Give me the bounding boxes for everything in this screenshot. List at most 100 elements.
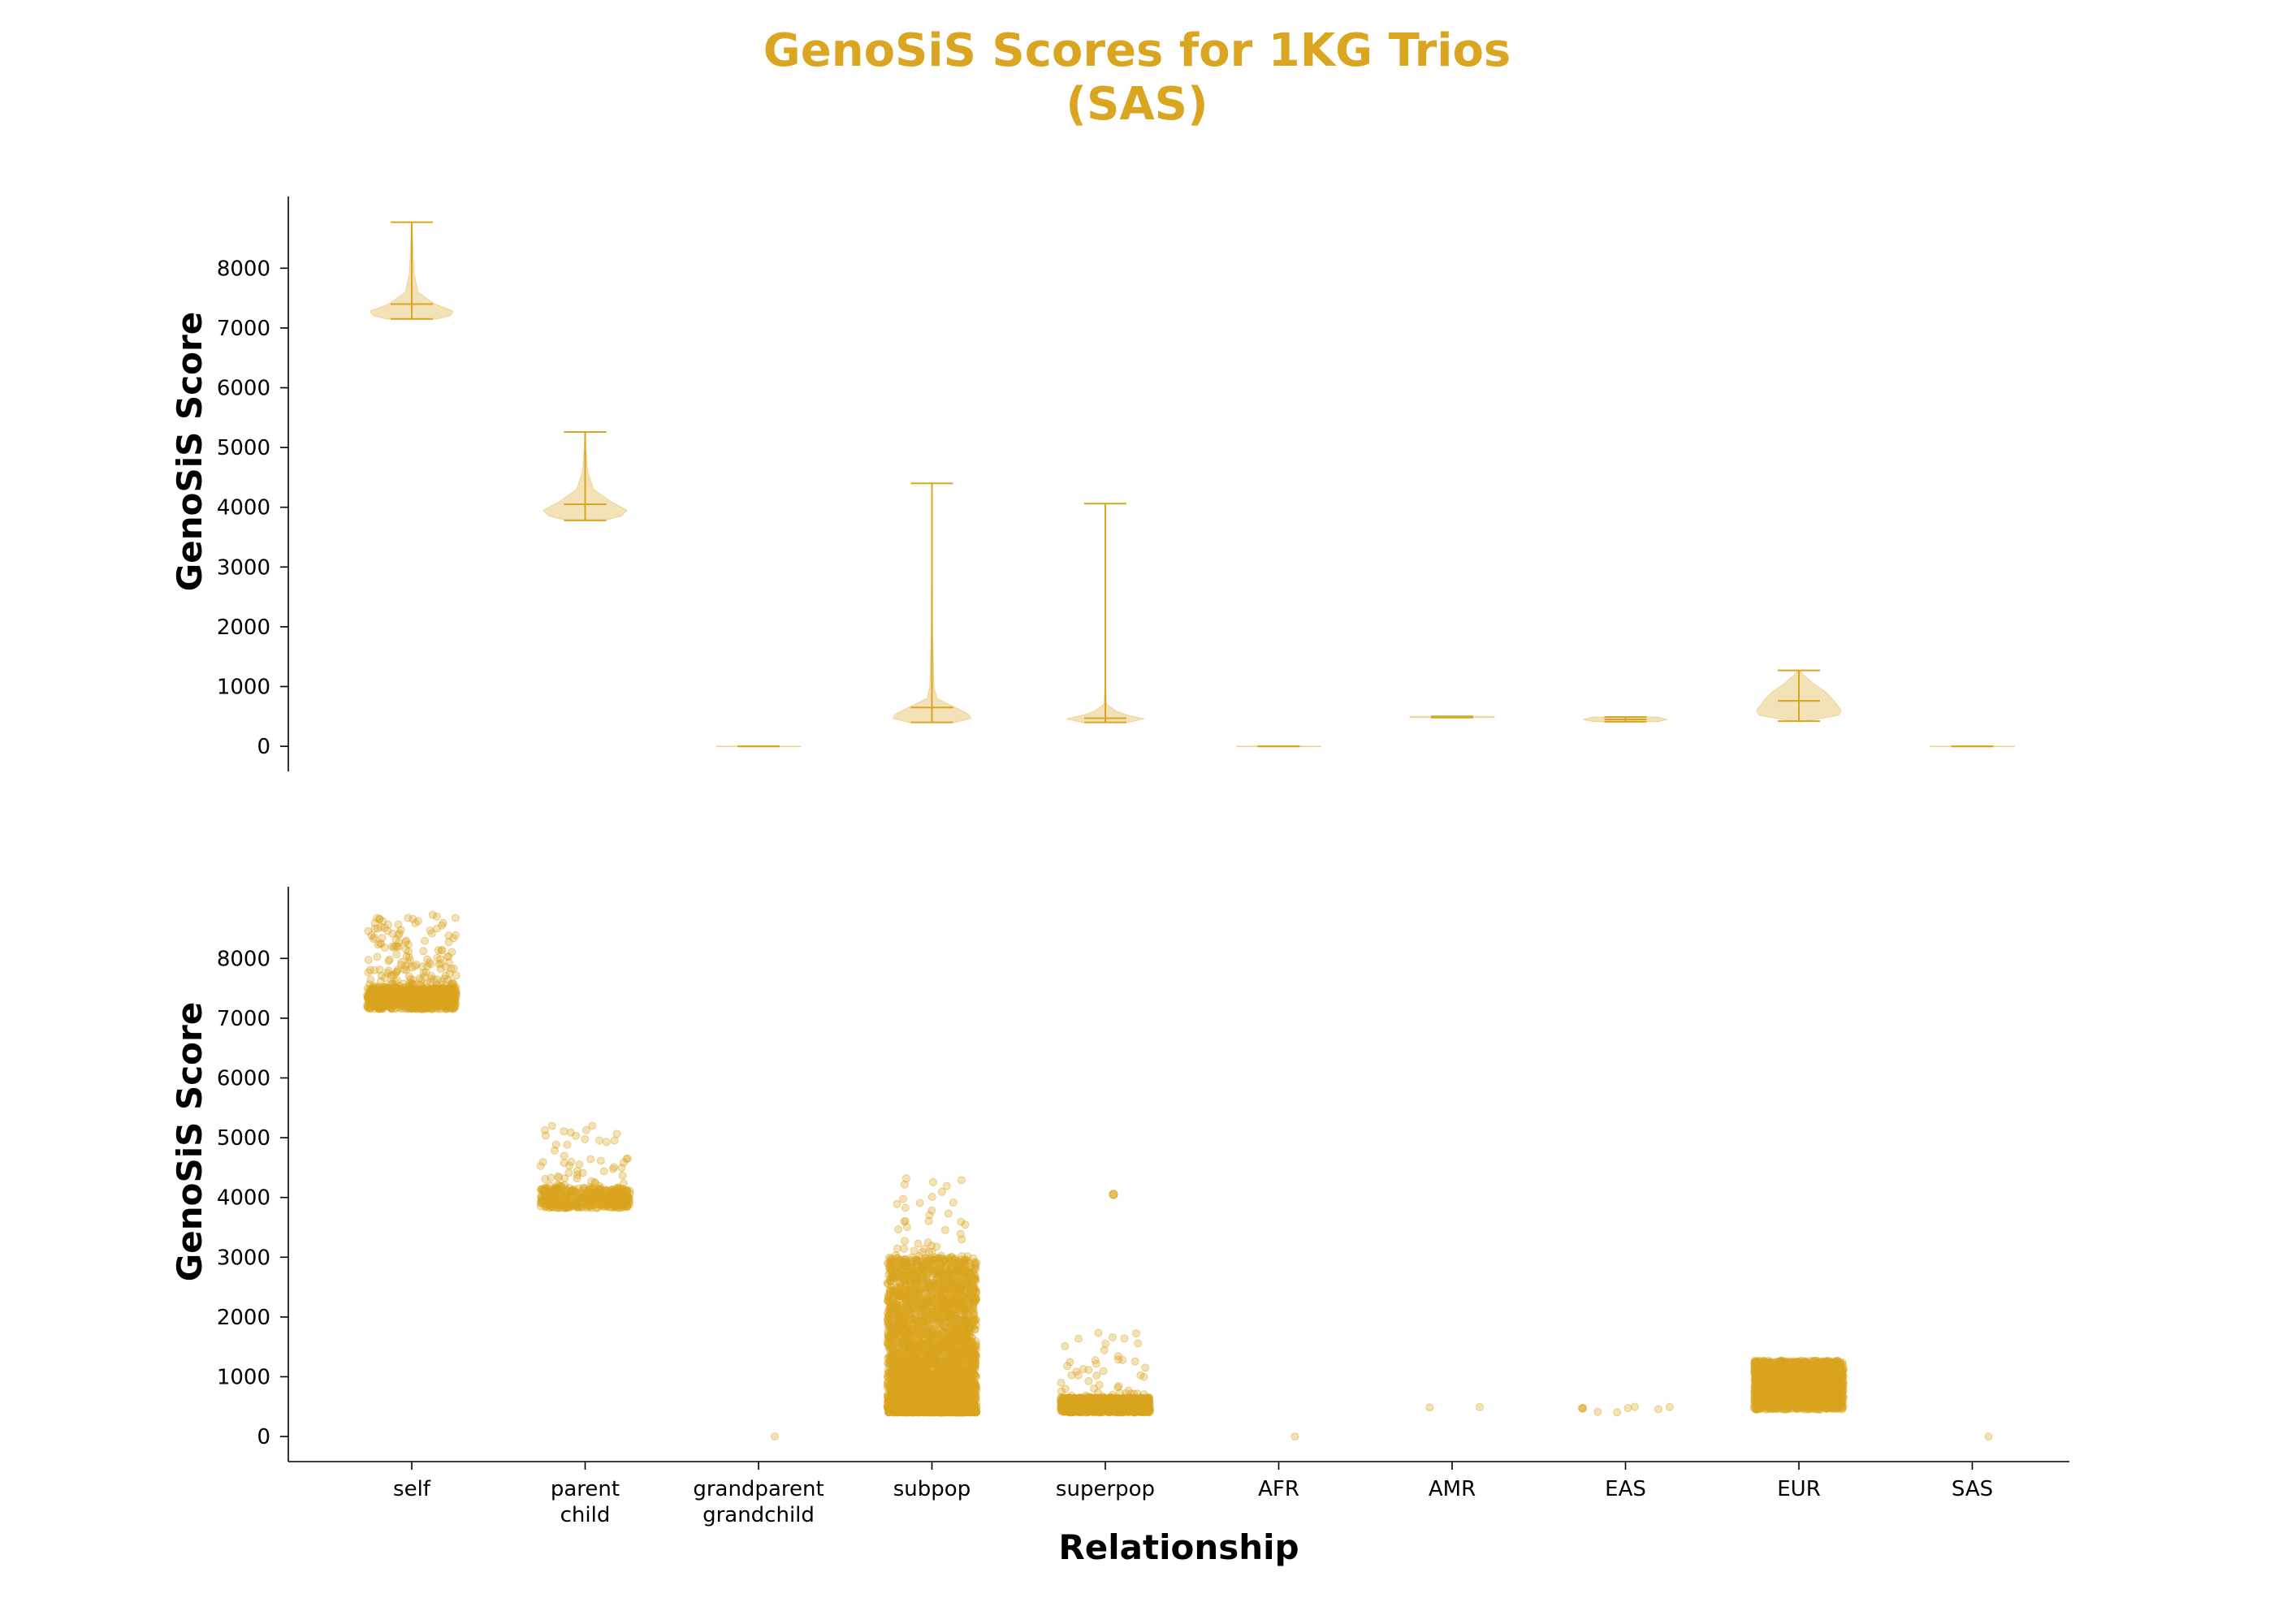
scatter-point — [929, 1297, 938, 1306]
scatter-point — [399, 992, 408, 1000]
scatter-point — [447, 948, 456, 957]
scatter-point — [433, 1000, 442, 1009]
scatter-point — [924, 1336, 933, 1345]
scatter-point — [432, 1000, 441, 1009]
scatter-point — [444, 988, 453, 997]
scatter-point — [407, 984, 416, 993]
scatter-point — [379, 995, 388, 1004]
x-tick-label: EAS — [1605, 1477, 1646, 1501]
scatter-point — [962, 1333, 971, 1342]
scatter-point — [419, 996, 428, 1004]
scatter-point — [595, 1136, 603, 1145]
x-tick-label: child — [560, 1503, 611, 1527]
scatter-point — [422, 991, 431, 1000]
scatter-point — [448, 1004, 457, 1013]
scatter-point — [545, 1181, 554, 1190]
y-axis-label: GenoSiS Score — [170, 312, 210, 591]
scatter-point — [890, 1394, 899, 1403]
scatter-point — [389, 944, 398, 952]
scatter-point — [397, 957, 406, 966]
scatter-point — [418, 962, 427, 971]
scatter-point — [402, 996, 411, 1004]
scatter-point — [541, 1131, 550, 1140]
scatter-point — [444, 938, 453, 947]
scatter-point — [903, 1294, 912, 1302]
scatter-point — [957, 1285, 966, 1294]
scatter-point — [422, 989, 431, 998]
scatter-point — [586, 1155, 595, 1164]
scatter-point — [444, 1003, 453, 1012]
scatter-point — [449, 992, 458, 1001]
x-tick-label: grandparent — [693, 1477, 824, 1501]
scatter-point — [933, 1274, 942, 1283]
scatter-point — [434, 960, 443, 969]
scatter-point — [922, 1352, 931, 1361]
scatter-point — [422, 1000, 430, 1009]
scatter-point — [971, 1358, 980, 1367]
scatter-point — [450, 1001, 459, 1010]
scatter-point — [428, 986, 437, 995]
scatter-point — [623, 1154, 632, 1163]
scatter-point — [564, 1168, 573, 1177]
y-tick-label: 4000 — [217, 496, 270, 520]
scatter-point — [373, 996, 382, 1004]
scatter-point — [434, 1000, 443, 1009]
scatter-point — [894, 1291, 903, 1300]
scatter-point — [413, 991, 422, 1000]
scatter-point — [422, 1004, 430, 1013]
scatter-point — [426, 995, 434, 1004]
scatter-point — [383, 983, 391, 992]
scatter-point — [949, 1365, 958, 1374]
scatter-point — [449, 1000, 458, 1009]
scatter-point — [447, 965, 456, 974]
scatter-point — [436, 996, 445, 1005]
scatter-point — [404, 947, 413, 956]
y-tick-label: 3000 — [217, 555, 270, 580]
scatter-point — [581, 1194, 590, 1203]
scatter-point — [450, 992, 459, 1001]
scatter-point — [398, 996, 407, 1004]
scatter-point — [390, 970, 399, 979]
y-tick-label: 1000 — [217, 1365, 270, 1389]
scatter-point — [380, 983, 389, 991]
scatter-point — [560, 1127, 568, 1136]
scatter-point — [425, 993, 434, 1002]
strip-group — [536, 1121, 634, 1212]
scatter-point — [376, 987, 385, 996]
scatter-point — [430, 995, 439, 1004]
scatter-point — [885, 1289, 894, 1298]
scatter-point — [449, 994, 458, 1002]
scatter-point — [378, 1000, 387, 1009]
scatter-point — [391, 995, 400, 1004]
scatter-point — [958, 1397, 966, 1405]
y-tick-label: 2000 — [217, 1306, 270, 1330]
scatter-point — [387, 1004, 396, 1013]
scatter-point — [370, 992, 378, 1001]
scatter-point — [962, 1378, 971, 1387]
scatter-point — [369, 1000, 378, 1009]
scatter-point — [430, 986, 439, 994]
scatter-point — [443, 952, 452, 961]
scatter-point — [617, 1164, 626, 1173]
scatter-point — [384, 997, 393, 1006]
scatter-point — [409, 996, 417, 1004]
scatter-point — [364, 968, 373, 977]
scatter-point — [402, 952, 411, 961]
scatter-point — [445, 1003, 454, 1011]
scatter-point — [894, 1225, 903, 1233]
scatter-point — [378, 997, 387, 1006]
scatter-point — [400, 988, 409, 997]
scatter-point — [407, 995, 416, 1004]
scatter-point — [387, 1004, 396, 1013]
scatter-point — [430, 999, 439, 1008]
y-tick-label: 0 — [257, 1425, 270, 1449]
scatter-point — [391, 942, 400, 951]
y-tick-label: 8000 — [217, 947, 270, 971]
scatter-point — [574, 1184, 583, 1193]
scatter-point — [418, 991, 427, 1000]
scatter-point — [549, 1189, 558, 1198]
scatter-point — [421, 936, 430, 945]
scatter-point — [937, 1267, 946, 1276]
scatter-point — [378, 996, 387, 1005]
scatter-point — [396, 996, 405, 1004]
